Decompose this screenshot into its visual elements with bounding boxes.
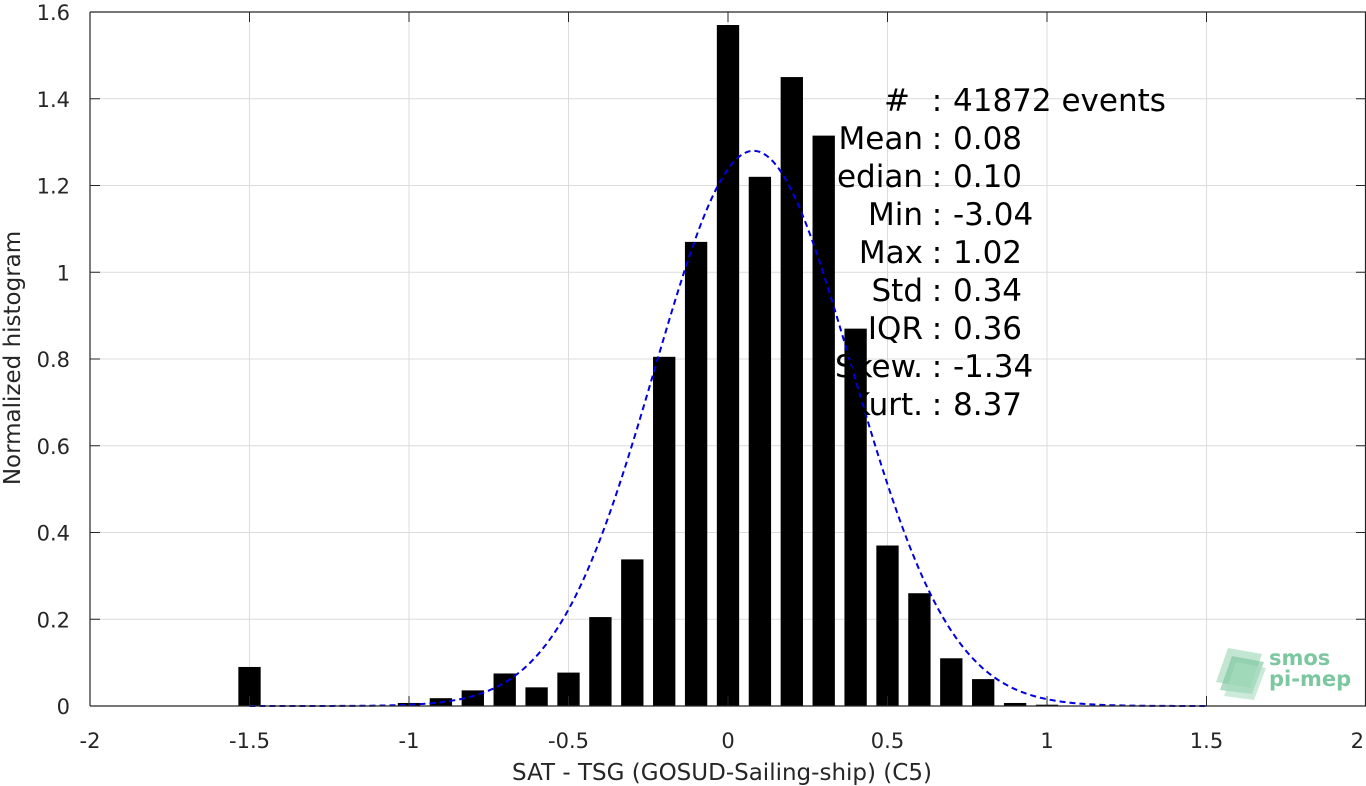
histogram-bar (621, 559, 644, 706)
y-tick-labels: 0 0.2 0.4 0.6 0.8 1 1.2 1.4 1.6 (37, 1, 70, 719)
stat-value: -3.04 (953, 197, 1033, 233)
x-tick-label: 1 (1040, 729, 1053, 753)
histogram-bar (940, 658, 963, 706)
histogram-bar (238, 666, 261, 706)
stat-value: 1.02 (953, 235, 1022, 271)
y-tick-label: 1 (57, 261, 70, 285)
stat-value: -1.34 (953, 349, 1033, 385)
histogram-bar (684, 241, 708, 706)
histogram-bar (908, 593, 931, 706)
x-tick-label: 2 (1351, 729, 1364, 753)
stat-separator: : (932, 235, 942, 271)
stat-value: 41872 events (953, 83, 1166, 119)
histogram-bar (557, 672, 580, 706)
x-tick-labels: -2 -1.5 -1 -0.5 0 0.5 1 1.5 2 (80, 729, 1364, 753)
stat-label: Max (859, 235, 923, 271)
stat-label: Std (871, 273, 923, 309)
y-tick-label: 0 (57, 695, 70, 719)
histogram-bar (461, 690, 484, 706)
y-tick-label: 1.2 (37, 175, 70, 199)
histogram-bar (653, 356, 676, 706)
y-tick-label: 0.6 (37, 435, 70, 459)
x-tick-label: -1 (399, 729, 420, 753)
stat-line: Kurt.:8.37 (850, 387, 1022, 423)
histogram-bar (748, 176, 772, 706)
stat-line: Std:0.34 (871, 273, 1022, 309)
histogram-bar (525, 687, 548, 706)
stat-label: # (884, 83, 910, 119)
stat-line: Mean:0.08 (839, 121, 1023, 157)
x-tick-label: -2 (80, 729, 101, 753)
stat-value: 0.10 (953, 159, 1022, 195)
stat-label: Min (868, 197, 923, 233)
smos-pi-mep-logo: smos pi-mep (1216, 646, 1351, 700)
histogram-bar (716, 25, 740, 706)
stat-value: 0.36 (953, 311, 1022, 347)
stat-separator: : (932, 121, 942, 157)
y-tick-label: 0.8 (37, 348, 70, 372)
stat-separator: : (932, 273, 942, 309)
stat-value: 0.08 (953, 121, 1022, 157)
histogram-bar (844, 328, 867, 706)
logo-waves-icon (1216, 648, 1266, 700)
x-tick-label: 0 (721, 729, 734, 753)
logo-text-pi-mep: pi-mep (1269, 667, 1351, 691)
stat-label: Mean (839, 121, 923, 157)
y-tick-label: 1.6 (37, 1, 70, 25)
x-tick-label: -0.5 (548, 729, 589, 753)
stat-line: Min: -3.04 (868, 197, 1033, 233)
histogram-bar (493, 673, 516, 706)
x-axis-label: SAT - TSG (GOSUD-Sailing-ship) (C5) (512, 760, 932, 786)
stat-line: Median:0.10 (810, 159, 1022, 195)
stat-separator: : (932, 197, 942, 233)
stat-value: 0.34 (953, 273, 1022, 309)
stat-line: #:41872 events (884, 83, 1166, 119)
stat-separator: : (932, 83, 942, 119)
histogram-bar (1003, 702, 1027, 706)
stat-line: Max:1.02 (859, 235, 1022, 271)
histogram-bar (780, 77, 803, 706)
x-tick-label: 0.5 (871, 729, 904, 753)
x-tick-label: -1.5 (229, 729, 270, 753)
stat-separator: : (932, 311, 942, 347)
stat-value: 8.37 (953, 387, 1022, 423)
stat-line: Skew.: -1.34 (835, 349, 1033, 385)
histogram-bar (876, 545, 899, 706)
stat-label: Kurt. (850, 387, 923, 423)
stat-line: IQR:0.36 (868, 311, 1022, 347)
x-tick-label: 1.5 (1190, 729, 1223, 753)
stat-label: Skew. (835, 349, 923, 385)
histogram-bar (589, 617, 612, 706)
stat-separator: : (932, 159, 942, 195)
y-tick-label: 0.4 (37, 522, 70, 546)
stat-label: Median (810, 159, 923, 195)
histogram-bar (812, 135, 835, 706)
logo-text-smos: smos (1269, 646, 1330, 670)
y-tick-label: 1.4 (37, 88, 70, 112)
histogram-bars (238, 25, 1059, 706)
y-tick-label: 0.2 (37, 608, 70, 632)
histogram-bar (972, 679, 995, 706)
stat-separator: : (932, 387, 942, 423)
stat-separator: : (932, 349, 942, 385)
y-axis-label: Normalized histogram (0, 231, 26, 485)
stat-label: IQR (868, 311, 923, 347)
